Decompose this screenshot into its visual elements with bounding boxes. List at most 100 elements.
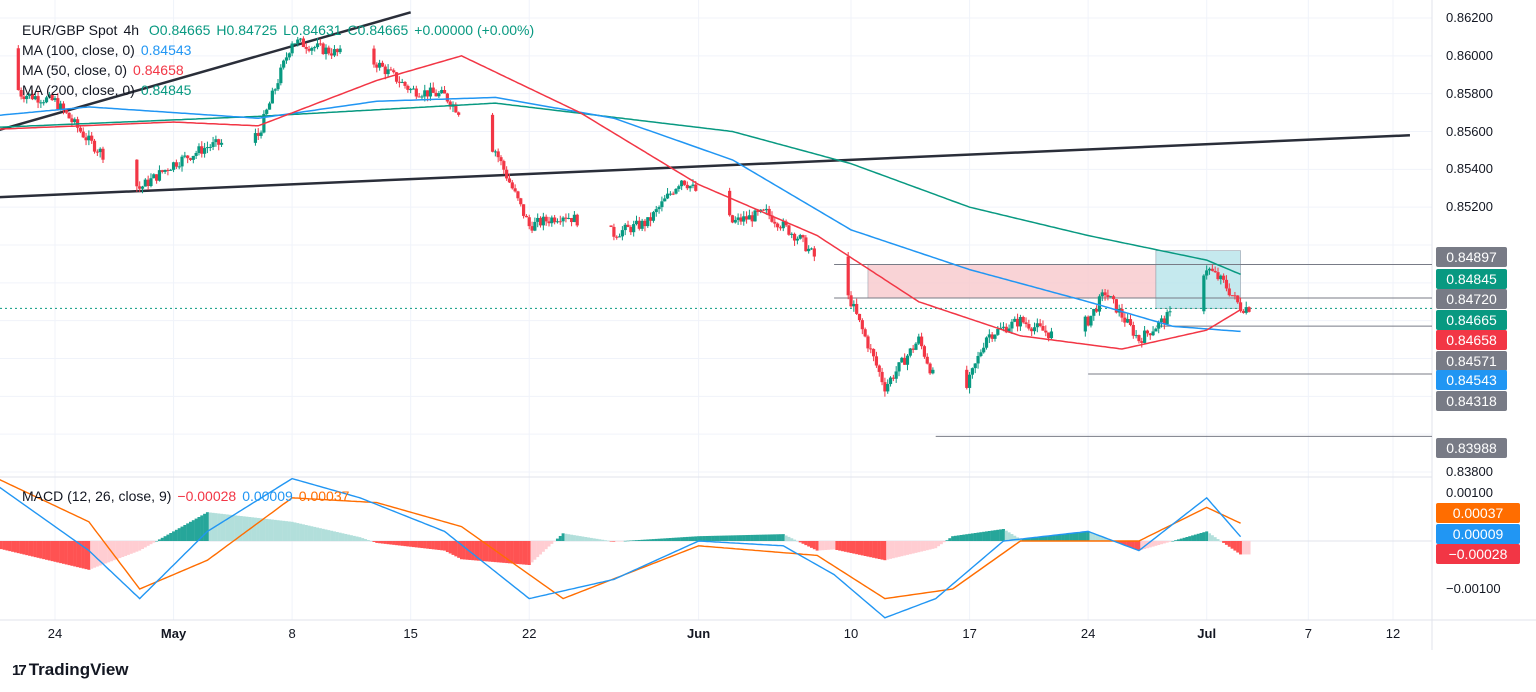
macd-hist-bar	[1143, 541, 1147, 549]
macd-hist-bar	[968, 533, 972, 541]
candle-body	[188, 158, 193, 160]
macd-hist-bar	[1179, 538, 1183, 541]
macd-hist-bar	[380, 541, 384, 544]
macd-hist-bar	[222, 514, 226, 541]
candle-body	[1010, 321, 1014, 329]
candle-body	[301, 38, 306, 47]
candle-body	[265, 109, 269, 114]
candle-body	[733, 219, 737, 223]
macd-hist-bar	[448, 541, 452, 554]
macd-hist-bar	[141, 541, 145, 549]
macd-hist-bar	[798, 541, 802, 543]
candle-body	[47, 94, 51, 98]
macd-hist-bar	[166, 534, 170, 541]
macd-hist-bar	[228, 514, 232, 541]
macd-hist-bar	[1185, 537, 1189, 541]
macd-hist-bar	[496, 541, 500, 563]
zones	[867, 250, 1241, 309]
macd-hist-bar	[440, 541, 444, 551]
macd-hist-bar	[654, 538, 658, 541]
macd-hist-bar	[982, 531, 986, 541]
macd-hist-bar	[945, 540, 949, 541]
macd-hist-bar	[465, 541, 469, 560]
macd-hist-bar	[558, 535, 562, 541]
macd-hist-bar	[1097, 535, 1101, 541]
candle-body	[615, 236, 619, 238]
macd-hist-bar	[112, 541, 116, 561]
macd-hist-bar	[973, 533, 977, 541]
macd-hist-bar	[124, 541, 128, 556]
macd-hist-bar	[1083, 531, 1087, 541]
macd-hist-bar	[1035, 537, 1039, 541]
macd-hist-bar	[1219, 541, 1223, 542]
candle-body	[383, 66, 387, 75]
macd-hist-bar	[787, 536, 791, 541]
macd-hist-bar	[1064, 533, 1068, 541]
macd-hist-bar	[1027, 538, 1031, 541]
time-tick-label: 22	[521, 626, 537, 641]
candle-body	[205, 147, 210, 149]
macd-hist-bar	[507, 541, 511, 564]
candle-body	[1222, 275, 1226, 280]
candle-body	[891, 377, 895, 379]
macd-hist-bar	[637, 539, 641, 541]
time-tick-label: 24	[47, 626, 63, 641]
macd-hist-bar	[217, 513, 221, 541]
candle-body	[39, 102, 43, 104]
macd-hist-bar	[872, 541, 876, 558]
candle-body	[852, 303, 856, 307]
macd-hist-bar	[1148, 541, 1152, 548]
candle-body	[276, 83, 280, 90]
candle-body	[761, 209, 766, 211]
candle-body	[778, 227, 783, 229]
candle-body	[1202, 275, 1206, 312]
macd-hist-bar	[550, 541, 554, 544]
macd-hist-bar	[762, 534, 766, 541]
candle-body	[626, 224, 630, 228]
macd-value-tag: 0.00037	[1436, 503, 1520, 523]
macd-hist-bar	[157, 539, 161, 541]
macd-hist-bar	[70, 541, 74, 566]
candle-body	[1086, 316, 1090, 326]
macd-signal-value: 0.00037	[298, 488, 350, 504]
macd-hist-bar	[389, 541, 393, 545]
macd-hist-bar	[1182, 537, 1186, 541]
macd-hist-bar	[801, 541, 805, 544]
macd-hist-bar	[697, 536, 701, 541]
macd-hist-bar	[1196, 533, 1200, 541]
macd-hist-bar	[1140, 541, 1144, 550]
candle-body	[1128, 319, 1133, 326]
macd-hist-bar	[505, 541, 509, 564]
candle-body	[304, 46, 308, 49]
candle-body	[1100, 292, 1104, 297]
candle-body	[671, 193, 675, 195]
macd-hist-bar	[524, 541, 528, 565]
macd-hist-bar	[1199, 533, 1203, 541]
tradingview-logo[interactable]: 17 TradingView	[12, 660, 129, 680]
macd-hist-bar	[1089, 532, 1093, 541]
macd-hist-bar	[186, 523, 190, 541]
time-tick-label: Jun	[687, 626, 711, 641]
macd-hist-bar	[146, 541, 150, 546]
macd-hist-bar	[1007, 532, 1011, 541]
macd-hist-bar	[759, 534, 763, 541]
candle-body	[1041, 326, 1045, 331]
candle-body	[160, 170, 164, 172]
price-tag: 0.84571	[1436, 351, 1507, 371]
macd-hist-bar	[352, 535, 356, 541]
macd-hist-bar	[268, 519, 272, 541]
macd-hist-bar	[609, 541, 613, 542]
candle-body	[784, 221, 788, 226]
candle-body	[1114, 299, 1118, 313]
macd-hist-bar	[1013, 535, 1017, 541]
macd-hist-bar	[539, 541, 543, 555]
macd-hist-bar	[595, 538, 599, 541]
macd-hist-bar	[19, 541, 23, 554]
macd-hist-bar	[1092, 533, 1096, 541]
candle-body	[742, 216, 746, 222]
macd-hist-bar	[1230, 541, 1234, 549]
macd-hist-bar	[349, 535, 353, 541]
candle-body	[92, 140, 97, 152]
candle-body	[50, 94, 54, 101]
